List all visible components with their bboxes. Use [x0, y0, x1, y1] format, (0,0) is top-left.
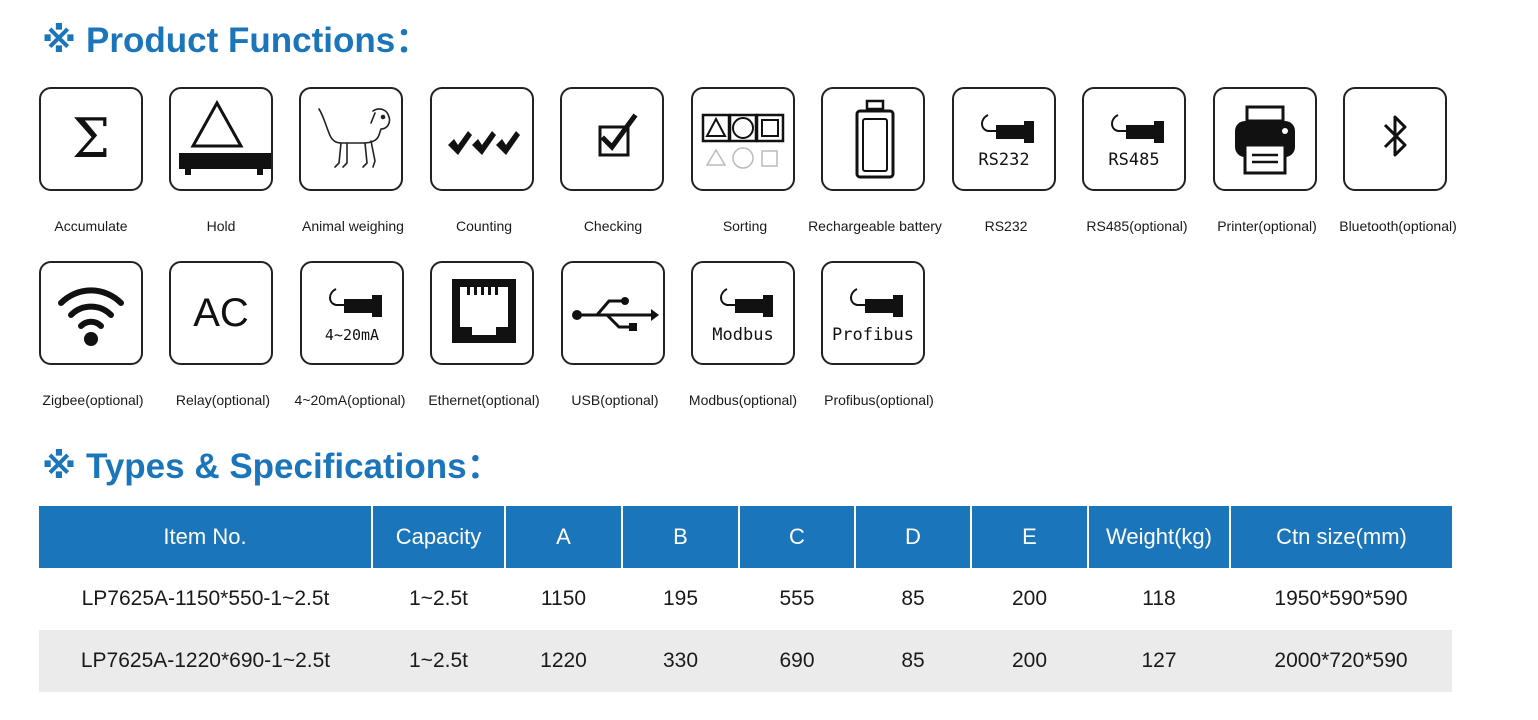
reference-mark: ※ [42, 21, 77, 60]
heading-colon: ： [395, 21, 431, 60]
current-plug-icon [329, 288, 382, 317]
specifications-heading: ※ Types & Specifications： [42, 438, 502, 489]
table-cell: 1~2.5t [372, 630, 505, 692]
column-header: Weight(kg) [1088, 506, 1231, 568]
function-label: Accumulate [54, 218, 128, 234]
bluetooth-card [1343, 87, 1447, 191]
profibus-card: Profibus [821, 261, 925, 365]
function-label: Ethernet(optional) [428, 392, 540, 408]
product-functions-heading: ※ Product Functions： [42, 12, 430, 63]
column-header: A [505, 506, 623, 568]
dog-icon [318, 108, 391, 168]
animal-weighing-card [299, 87, 403, 191]
checkbox-icon [598, 113, 638, 157]
table-cell: 1150 [540, 587, 587, 610]
table-header-row: Item No. Capacity A B C D E Weight(kg) C… [39, 506, 1452, 568]
plug-label: Profibus [832, 325, 914, 345]
function-label: Zigbee(optional) [42, 392, 144, 408]
table-cell: 330 [622, 630, 739, 692]
battery-icon [855, 99, 895, 179]
table-row: LP7625A-1220*690-1~2.5t 1~2.5t 1220 330 … [39, 630, 1452, 692]
reference-mark: ※ [42, 447, 77, 486]
column-header: C [739, 506, 856, 568]
table-cell: 85 [901, 587, 925, 610]
shapes-icon [701, 113, 785, 169]
table-cell: LP7625A-1150*550-1~2.5t [81, 587, 330, 610]
heading-text: Types & Specifications [86, 447, 467, 486]
table-cell: 2000*720*590 [1230, 630, 1452, 692]
table-cell: 118 [1142, 587, 1176, 610]
table-cell: 195 [662, 587, 699, 610]
scale-hold-icon [179, 99, 271, 175]
table-cell: 127 [1088, 630, 1230, 692]
checkmarks-icon [448, 131, 520, 155]
svg-text:Σ: Σ [72, 107, 110, 170]
relay-card: AC [169, 261, 273, 365]
table-cell: 1950*590*590 [1274, 587, 1408, 610]
function-label: Sorting [722, 218, 768, 234]
wifi-icon [58, 287, 124, 346]
usb-icon [572, 297, 659, 331]
ac-icon: AC [193, 291, 249, 335]
function-label: RS232 [984, 218, 1028, 234]
rs232-plug-icon [981, 114, 1034, 143]
column-header: Item No. [39, 506, 373, 568]
function-label: 4~20mA(optional) [294, 392, 406, 408]
function-label: Hold [206, 218, 236, 234]
heading-colon: ： [466, 447, 502, 486]
table-cell: LP7625A-1220*690-1~2.5t [39, 630, 372, 692]
table-cell: 1220 [505, 630, 622, 692]
function-label: Rechargeable battery [808, 218, 942, 234]
plug-label: RS232 [978, 150, 1030, 170]
rs232-card: RS232 [952, 87, 1056, 191]
plug-label: 4~20mA [324, 326, 380, 344]
rs485-card: RS485 [1082, 87, 1186, 191]
table-cell: 690 [739, 630, 855, 692]
printer-card [1213, 87, 1317, 191]
table-cell: 85 [855, 630, 971, 692]
table-cell: 1~2.5t [409, 587, 468, 610]
checking-card [560, 87, 664, 191]
column-header: Capacity [372, 506, 506, 568]
column-header: B [622, 506, 740, 568]
function-label: USB(optional) [571, 392, 659, 408]
zigbee-card [39, 261, 143, 365]
function-label: Profibus(optional) [824, 392, 934, 408]
ethernet-card [430, 261, 534, 365]
accumulate-card: Σ [39, 87, 143, 191]
table-cell: 200 [971, 630, 1088, 692]
plug-label: RS485 [1108, 150, 1160, 170]
current-loop-card: 4~20mA [300, 261, 404, 365]
modbus-card: Modbus [691, 261, 795, 365]
column-header: E [971, 506, 1089, 568]
usb-card [561, 261, 665, 365]
function-label: Checking [583, 218, 643, 234]
function-label: Bluetooth(optional) [1339, 218, 1457, 234]
counting-card [430, 87, 534, 191]
plug-label: Modbus [712, 325, 774, 345]
specifications-table: Item No. Capacity A B C D E Weight(kg) C… [39, 506, 1452, 692]
ethernet-port-icon [452, 279, 516, 343]
printer-icon [1235, 105, 1295, 175]
rs485-plug-icon [1111, 114, 1164, 143]
function-label: Counting [455, 218, 513, 234]
sigma-icon: Σ [72, 107, 110, 170]
bluetooth-icon [1383, 115, 1407, 157]
function-label: RS485(optional) [1086, 218, 1188, 234]
table-row: LP7625A-1150*550-1~2.5t 1~2.5t 1150 195 … [39, 568, 1452, 630]
function-label: Animal weighing [302, 218, 404, 234]
battery-card [821, 87, 925, 191]
function-label: Relay(optional) [175, 392, 271, 408]
table-cell: 555 [779, 587, 815, 610]
function-label: Modbus(optional) [688, 392, 798, 408]
modbus-plug-icon [720, 288, 773, 317]
heading-text: Product Functions [86, 21, 396, 60]
sorting-card [691, 87, 795, 191]
column-header: D [855, 506, 972, 568]
column-header: Ctn size(mm) [1230, 506, 1452, 568]
profibus-plug-icon [850, 288, 903, 317]
hold-card [169, 87, 273, 191]
table-cell: 200 [1011, 587, 1048, 610]
function-label: Printer(optional) [1217, 218, 1317, 234]
